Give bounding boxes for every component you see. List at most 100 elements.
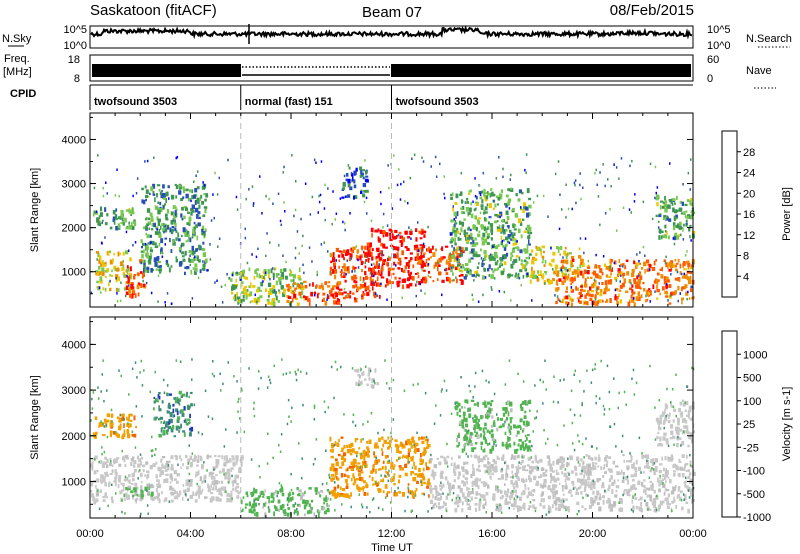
power-cell [326, 298, 328, 301]
power-cell [510, 231, 513, 236]
power-cell [372, 281, 375, 285]
power-cell [579, 296, 582, 299]
power-cell [566, 269, 569, 272]
velocity-cell [463, 417, 466, 422]
power-cell [376, 247, 380, 253]
power-cell [586, 301, 589, 306]
velocity-cell [668, 503, 671, 506]
power-cell [291, 154, 293, 157]
velocity-cell [192, 491, 195, 496]
power-cell [456, 211, 459, 217]
velocity-cell [531, 460, 535, 464]
power-cell [240, 298, 243, 304]
velocity-cell [477, 418, 480, 422]
power-cell [359, 283, 363, 288]
velocity-cell [459, 420, 463, 425]
power-cell [550, 263, 553, 267]
velocity-cell [210, 484, 212, 488]
power-cell [125, 285, 129, 291]
power-cell [163, 230, 165, 234]
velocity-cell [270, 500, 274, 503]
power-cell [683, 272, 685, 276]
velocity-cell [222, 468, 225, 473]
velocity-cell [407, 488, 410, 494]
velocity-cell [681, 506, 684, 511]
velocity-cell [218, 480, 221, 484]
velocity-cell [521, 455, 525, 459]
velocity-cell [94, 416, 98, 420]
power-cell [595, 168, 597, 172]
velocity-cell [469, 431, 473, 436]
power-cell [314, 293, 316, 297]
power-cell [197, 276, 200, 280]
power-cell [156, 228, 158, 231]
velocity-cell [602, 475, 605, 478]
power-cell [334, 269, 337, 274]
power-cell [490, 274, 494, 279]
velocity-cell [360, 452, 363, 456]
power-cell [622, 275, 624, 279]
power-cell [122, 271, 125, 276]
velocity-cell [303, 504, 307, 510]
power-cell [656, 284, 658, 289]
power-cell [588, 293, 591, 297]
velocity-cell [487, 457, 490, 460]
velocity-cell [168, 500, 171, 503]
velocity-cell [658, 399, 661, 402]
power-cell [668, 263, 671, 267]
power-cell [123, 287, 127, 291]
power-cell [145, 194, 148, 198]
velocity-cell [570, 494, 573, 497]
velocity-cell [513, 482, 516, 486]
power-cell [532, 256, 536, 261]
velocity-cell [466, 487, 469, 491]
velocity-cell [524, 439, 527, 442]
velocity-cell [304, 513, 306, 517]
power-cell [563, 273, 566, 278]
velocity-cell [137, 470, 140, 473]
velocity-cell [185, 466, 189, 470]
power-cell [161, 255, 164, 258]
power-cell [285, 275, 288, 280]
velocity-cell [334, 458, 338, 461]
power-cell [579, 237, 582, 240]
power-cell [670, 199, 673, 204]
power-cell [404, 246, 408, 249]
power-cell [664, 230, 667, 233]
velocity-cell [690, 489, 693, 494]
power-cell [157, 209, 161, 215]
power-cell [555, 282, 558, 285]
power-cell [169, 238, 171, 243]
power-cell [180, 197, 183, 202]
velocity-cell [658, 426, 662, 431]
velocity-cell [351, 448, 355, 453]
velocity-cell [515, 466, 518, 469]
velocity-cell [462, 501, 464, 506]
power-cell [687, 290, 689, 294]
velocity-cell [161, 491, 163, 495]
velocity-cell [542, 484, 547, 488]
velocity-cell [387, 436, 390, 440]
velocity-cell [426, 466, 429, 471]
power-cell [172, 240, 175, 244]
velocity-cell [631, 478, 635, 482]
power-cell [571, 258, 575, 262]
power-cell [499, 263, 502, 266]
velocity-cell [512, 482, 515, 488]
velocity-cell [634, 474, 637, 477]
velocity-cell [106, 435, 109, 439]
power-cell [590, 290, 595, 293]
velocity-cell [144, 486, 148, 491]
velocity-cell [145, 461, 149, 465]
velocity-cell [327, 497, 329, 501]
velocity-cell [419, 458, 422, 462]
velocity-cell [178, 455, 181, 459]
power-cell [686, 216, 690, 219]
velocity-cell [169, 485, 173, 491]
velocity-cell [475, 491, 478, 496]
velocity-cell [439, 484, 443, 488]
power-cell [109, 250, 111, 253]
power-cell [607, 178, 609, 181]
velocity-cell [426, 483, 429, 487]
power-cell [332, 190, 334, 193]
